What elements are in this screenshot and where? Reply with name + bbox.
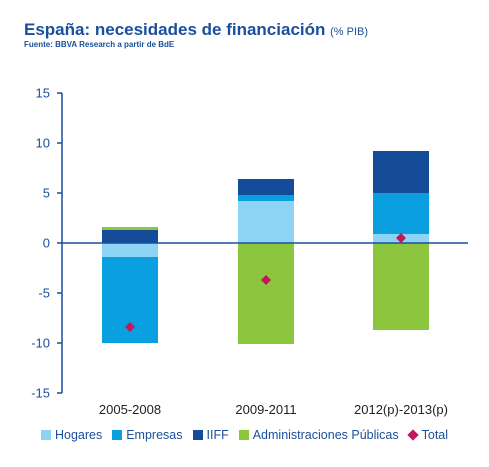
legend-label-iiff: IIFF xyxy=(206,428,229,442)
legend-swatch-empresas xyxy=(112,430,123,440)
y-tick-label: 10 xyxy=(36,136,50,151)
chart-source: Fuente: BBVA Research a partir de BdE xyxy=(24,40,175,49)
y-tick-label: 15 xyxy=(36,86,50,101)
chart-title-text: España: necesidades de financiación xyxy=(24,20,326,39)
y-tick-label: -10 xyxy=(31,336,50,351)
bar-iiff xyxy=(238,179,294,195)
legend-item-total: Total xyxy=(406,428,449,442)
chart-legend: Hogares Empresas IIFF Administraciones P… xyxy=(0,428,489,442)
bar-iiff xyxy=(102,230,158,243)
y-tick-label: 5 xyxy=(43,186,50,201)
bar-administraciones xyxy=(373,243,429,330)
bar-iiff xyxy=(373,151,429,193)
chart-title: España: necesidades de financiación (% P… xyxy=(24,20,368,40)
legend-swatch-iiff xyxy=(192,430,203,440)
legend-item-hogares: Hogares xyxy=(40,428,103,442)
x-category-label: 2009-2011 xyxy=(235,402,296,417)
y-tick-label: 0 xyxy=(43,236,50,251)
legend-item-iiff: IIFF xyxy=(192,428,229,442)
x-category-label: 2012(p)-2013(p) xyxy=(354,402,448,417)
legend-swatch-administraciones xyxy=(238,430,249,440)
bar-administraciones xyxy=(102,227,158,230)
chart-plot: 15 10 5 0 -5 -10 -15 2005-2008 2009-2011 2012(p)-… xyxy=(31,86,468,417)
legend-item-administraciones: Administraciones Públicas xyxy=(238,428,399,442)
y-tick-label: -15 xyxy=(31,386,50,401)
chart-title-unit: (% PIB) xyxy=(330,26,369,38)
total-marker xyxy=(396,233,406,243)
total-marker xyxy=(125,322,135,332)
bar-hogares xyxy=(102,243,158,257)
bar-administraciones xyxy=(238,243,294,344)
legend-label-administraciones: Administraciones Públicas xyxy=(252,428,399,442)
legend-swatch-total xyxy=(406,429,419,441)
bar-empresas xyxy=(238,195,294,201)
total-marker xyxy=(261,275,271,285)
x-category-label: 2005-2008 xyxy=(99,402,161,417)
legend-item-empresas: Empresas xyxy=(112,428,183,442)
legend-label-empresas: Empresas xyxy=(126,428,183,442)
legend-label-hogares: Hogares xyxy=(54,428,103,442)
chart-title-block: España: necesidades de financiación (% P… xyxy=(24,20,368,40)
legend-swatch-hogares xyxy=(40,430,51,440)
legend-label-total: Total xyxy=(421,428,449,442)
bar-hogares xyxy=(238,201,294,243)
y-tick-label: -5 xyxy=(38,286,50,301)
bar-empresas xyxy=(373,193,429,234)
